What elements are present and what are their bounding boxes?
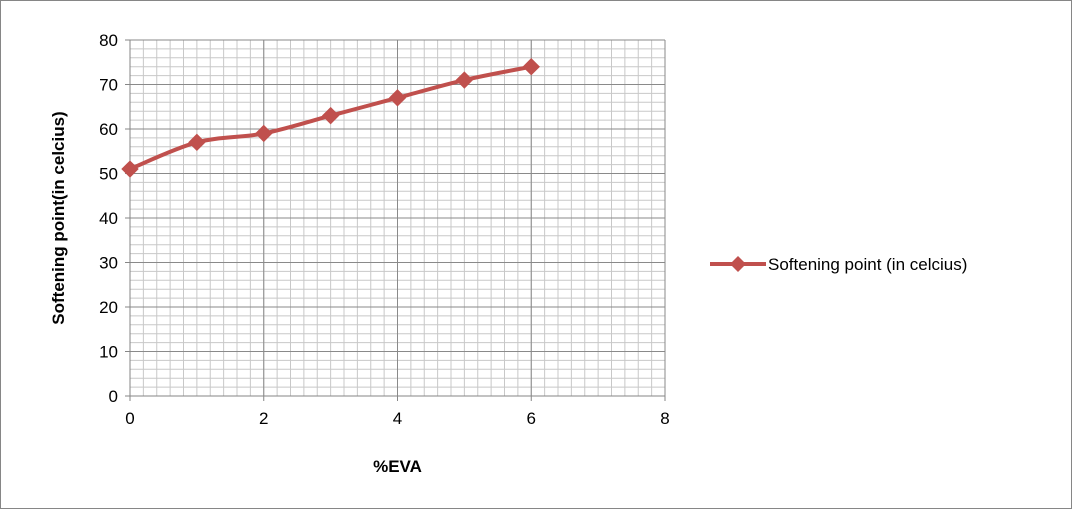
legend: Softening point (in celcius) [710,255,967,274]
legend-label: Softening point (in celcius) [768,255,967,274]
x-tick-label: 6 [527,409,536,428]
y-tick-label: 50 [99,165,118,184]
data-point [388,89,407,107]
y-tick-label: 0 [109,387,118,406]
x-tick-label: 8 [660,409,669,428]
y-tick-label: 20 [99,298,118,317]
axes [125,39,666,401]
x-tick-label: 4 [393,409,402,428]
y-tick-label: 10 [99,343,118,362]
x-tick-label: 2 [259,409,268,428]
tick-labels: 0 10 20 30 40 50 60 70 80 0 2 4 6 8 [99,31,670,428]
y-tick-label: 40 [99,209,118,228]
y-tick-label: 70 [99,76,118,95]
y-axis-title: Softening point(in celcius) [49,111,68,324]
x-axis-title: %EVA [373,457,422,476]
x-tick-label: 0 [125,409,134,428]
data-point [255,124,273,143]
data-point [321,106,340,125]
data-point [121,160,139,178]
y-tick-label: 60 [99,120,118,139]
data-point [522,57,540,76]
legend-marker [730,256,746,272]
data-point [188,133,206,152]
series-layer [121,57,540,178]
y-tick-label: 80 [99,31,118,50]
data-point [455,71,474,89]
y-tick-label: 30 [99,254,118,273]
